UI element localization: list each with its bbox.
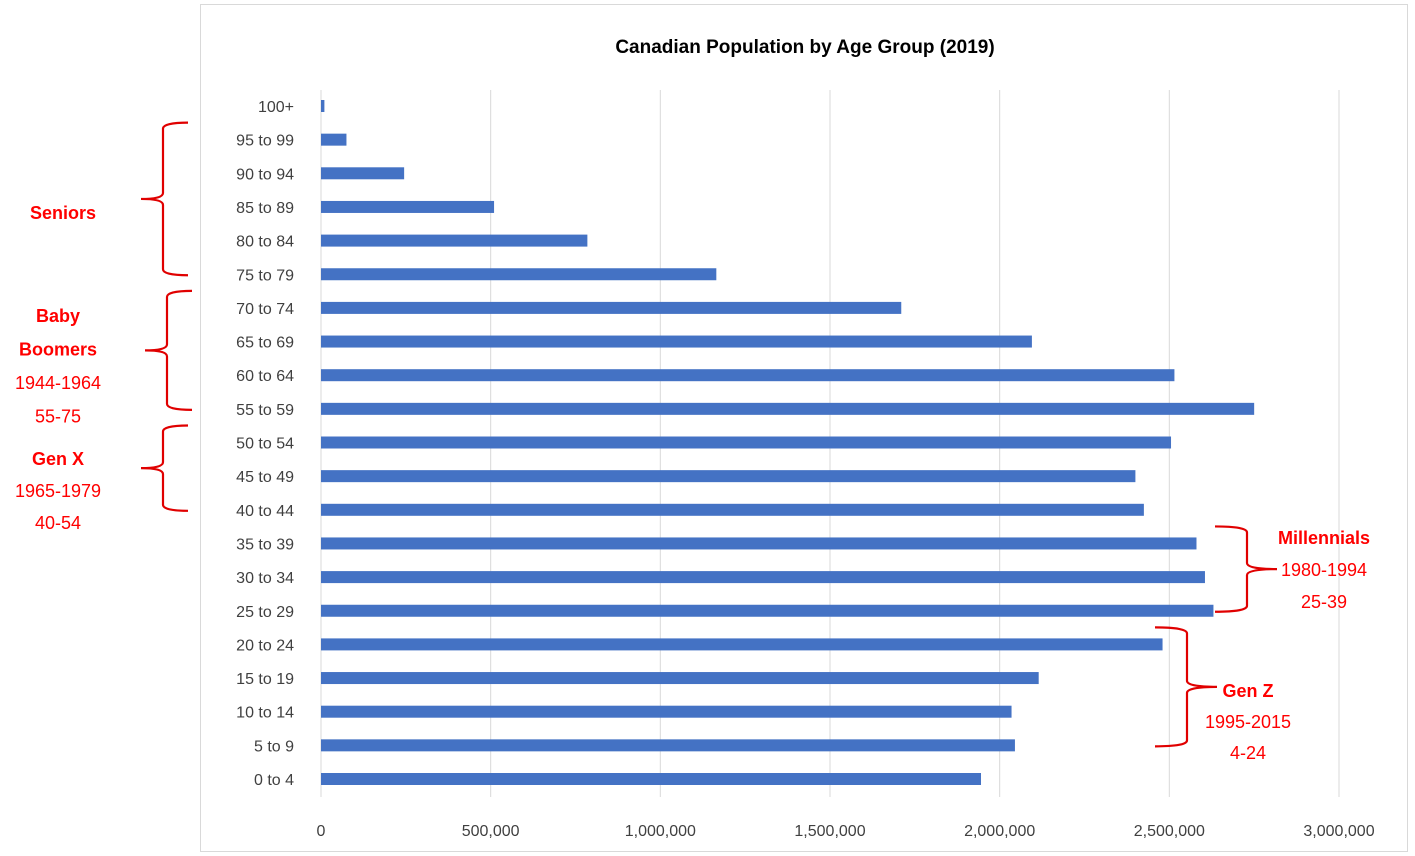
gen-x-label: Gen X [32,449,84,469]
baby-boomers-label: 1944-1964 [15,373,101,393]
millennials-label: 1980-1994 [1281,560,1367,580]
bar [321,604,1214,617]
bar [321,234,588,247]
baby-boomers-label: 55-75 [35,407,81,427]
millennials-bracket [1214,525,1278,613]
bars [321,100,1255,785]
x-tick-label: 500,000 [462,823,520,840]
x-tick-label: 1,500,000 [794,823,865,840]
bar [321,133,347,146]
bar [321,537,1197,550]
chart-title: Canadian Population by Age Group (2019) [615,37,994,58]
category-label: 55 to 59 [236,402,294,419]
gen-z-label: 4-24 [1230,743,1266,763]
category-label: 65 to 69 [236,335,294,352]
x-tick-label: 2,000,000 [964,823,1035,840]
gen-z-bracket [1154,626,1218,748]
gen-x-bracket [140,424,189,512]
bar [321,638,1163,651]
bar [321,436,1172,449]
bar [321,100,325,112]
category-label: 40 to 44 [236,503,294,520]
gen-z-label: 1995-2015 [1205,712,1291,732]
category-label: 5 to 9 [254,738,294,755]
category-label: 15 to 19 [236,671,294,688]
x-tick-label: 2,500,000 [1134,823,1205,840]
category-label: 100+ [258,99,294,116]
category-label: 60 to 64 [236,368,294,385]
bar [321,672,1039,685]
bar [321,301,902,314]
bar [321,470,1136,483]
seniors-label: Seniors [30,203,96,223]
x-tick-label: 3,000,000 [1303,823,1374,840]
category-label: 0 to 4 [254,772,294,789]
category-label: 90 to 94 [236,166,294,183]
category-labels: 100+ 95 to 99 90 to 94 85 to 89 80 to 84 75 t… [236,99,294,789]
x-tick-label: 1,000,000 [625,823,696,840]
millennials-label: 25-39 [1301,592,1347,612]
bar [321,571,1205,584]
x-tick-label: 0 [317,823,326,840]
category-label: 25 to 29 [236,604,294,621]
bar [321,503,1144,516]
gen-x-label: 40-54 [35,513,81,533]
category-label: 95 to 99 [236,133,294,150]
category-label: 20 to 24 [236,637,294,654]
seniors-bracket [140,121,189,277]
baby-boomers-label: Baby [36,306,80,326]
bar [321,739,1015,752]
bar [321,268,717,281]
chart-frame [200,4,1408,852]
category-label: 85 to 89 [236,200,294,217]
category-label: 75 to 79 [236,267,294,284]
x-axis-ticks: 0 500,000 1,000,000 1,500,000 2,000,000 2,500… [317,823,1375,840]
category-label: 10 to 14 [236,705,294,722]
category-label: 30 to 34 [236,570,294,587]
baby-boomers-label: Boomers [19,340,97,360]
gen-x-label: 1965-1979 [15,481,101,501]
bar [321,200,495,213]
bar [321,402,1255,415]
category-label: 35 to 39 [236,536,294,553]
millennials-label: Millennials [1278,528,1370,548]
category-label: 70 to 74 [236,301,294,318]
bar [321,335,1032,348]
generation-annotations: Seniors Baby Boomers 1944-1964 55-75 Gen X 196… [15,121,1370,763]
category-label: 50 to 54 [236,436,294,453]
category-label: 80 to 84 [236,234,294,251]
bar [321,705,1012,718]
bar [321,167,405,180]
bar [321,773,982,785]
category-label: 45 to 49 [236,469,294,486]
gen-z-label: Gen Z [1222,681,1273,701]
baby-boomers-bracket [144,289,193,411]
bar [321,369,1175,382]
